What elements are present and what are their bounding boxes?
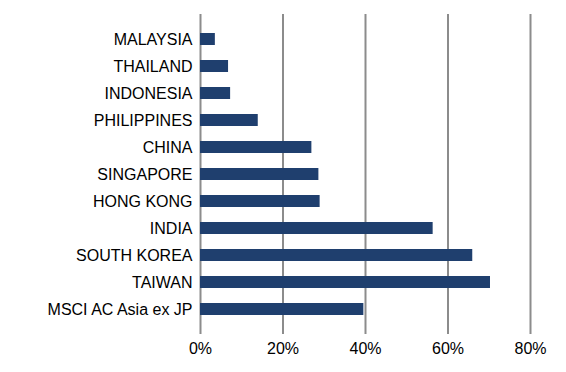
svg-text:PHILIPPINES: PHILIPPINES [94,112,193,129]
svg-text:CHINA: CHINA [143,139,193,156]
svg-text:0%: 0% [189,340,212,357]
svg-text:MSCI AC Asia ex JP: MSCI AC Asia ex JP [48,301,193,318]
svg-text:80%: 80% [514,340,546,357]
svg-text:60%: 60% [432,340,464,357]
svg-text:40%: 40% [349,340,381,357]
svg-text:HONG KONG: HONG KONG [93,193,193,210]
svg-text:INDONESIA: INDONESIA [104,85,192,102]
svg-text:TAIWAN: TAIWAN [132,274,192,291]
svg-text:SINGAPORE: SINGAPORE [97,166,192,183]
svg-text:THAILAND: THAILAND [113,58,192,75]
svg-text:SOUTH KOREA: SOUTH KOREA [76,247,193,264]
svg-text:20%: 20% [267,340,299,357]
svg-text:MALAYSIA: MALAYSIA [114,31,193,48]
svg-text:INDIA: INDIA [150,220,193,237]
